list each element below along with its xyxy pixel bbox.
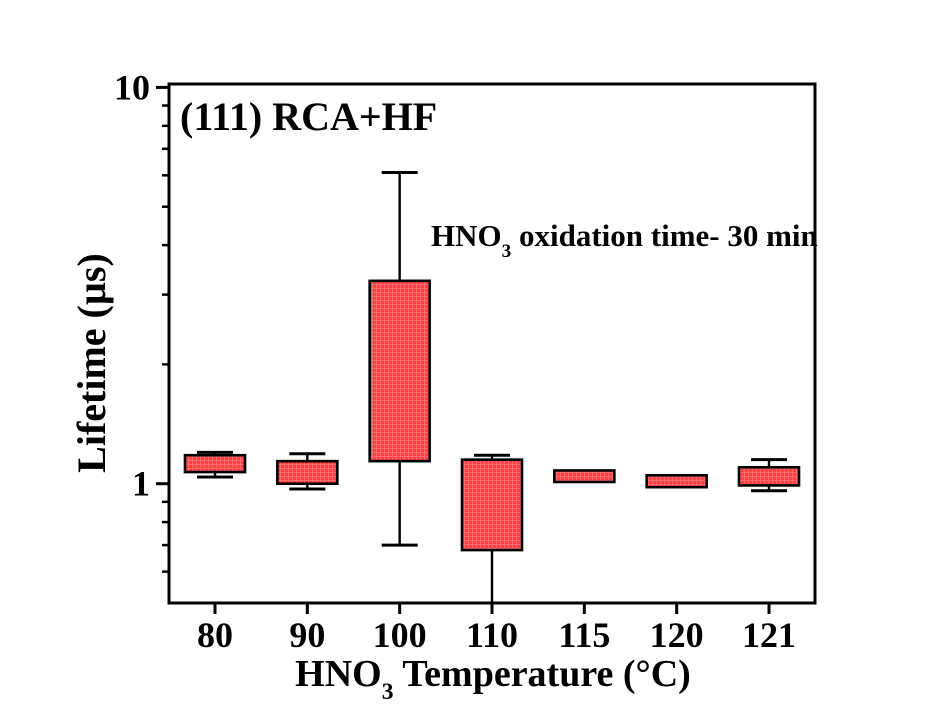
box-120 xyxy=(645,474,708,489)
x-tick-label-121: 121 xyxy=(742,615,796,655)
box-80 xyxy=(183,453,247,474)
x-tick-label-110: 110 xyxy=(466,615,518,655)
x-tick-label-120: 120 xyxy=(650,615,704,655)
x-axis-title: HNO3 Temperature (°C) xyxy=(295,653,691,704)
x-tick-label-90: 90 xyxy=(289,615,325,655)
x-axis-title-subscript: 3 xyxy=(381,678,394,705)
box-115 xyxy=(553,469,616,484)
plot-title: (111) RCA+HF xyxy=(180,94,438,139)
annotation-text-prefix: HNO xyxy=(431,218,502,253)
box-90 xyxy=(276,459,339,486)
y-axis-title: Lifetime (µs) xyxy=(69,253,114,473)
annotation-text-subscript: 3 xyxy=(501,240,512,262)
annotation-oxidation-time: HNO3 oxidation time- 30 min xyxy=(431,218,818,261)
box-100 xyxy=(368,279,431,463)
plot-frame xyxy=(167,82,817,605)
x-axis-title-suffix: Temperature (°C) xyxy=(393,653,691,695)
box-121 xyxy=(737,465,801,487)
y-tick-label-10: 10 xyxy=(114,67,150,107)
y-tick-label-1: 1 xyxy=(132,464,150,504)
x-axis-title-prefix: HNO xyxy=(295,653,382,695)
x-tick-label-115: 115 xyxy=(558,615,610,655)
x-tick-label-100: 100 xyxy=(373,615,427,655)
box-110 xyxy=(460,458,524,552)
x-tick-label-80: 80 xyxy=(197,615,233,655)
annotation-text-suffix: oxidation time- 30 min xyxy=(511,218,818,253)
